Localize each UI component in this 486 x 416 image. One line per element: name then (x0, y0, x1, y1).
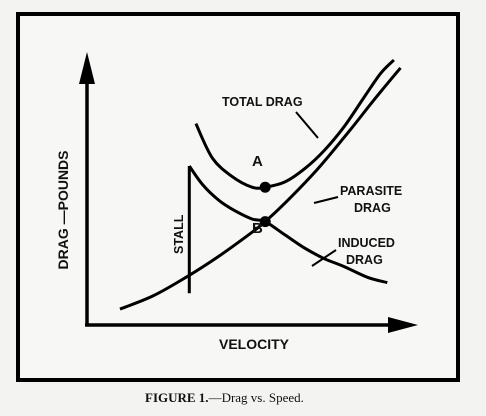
y-axis-arrow (79, 52, 95, 84)
y-axis-label: DRAG —POUNDS (55, 150, 71, 269)
total-drag-label: TOTAL DRAG (222, 95, 303, 109)
point-a-marker (259, 181, 271, 193)
stall-label: STALL (172, 214, 186, 254)
total-drag-leader (295, 111, 319, 139)
induced-drag-label-line1: INDUCED (338, 236, 395, 250)
x-axis-arrow (388, 317, 418, 333)
parasite-drag-leader (313, 196, 339, 204)
induced-drag-label-line2: DRAG (346, 253, 383, 267)
figure-caption: FIGURE 1.—Drag vs. Speed. (145, 390, 304, 405)
induced-drag-curve (188, 165, 388, 285)
point-b-marker (259, 216, 271, 228)
point-a-label: A (252, 153, 263, 170)
figure-caption-prefix: FIGURE 1. (145, 390, 209, 405)
x-axis-label: VELOCITY (219, 336, 290, 352)
total-drag-curve (194, 58, 395, 190)
induced-drag-leader (311, 249, 337, 267)
figure-caption-text: —Drag vs. Speed. (208, 390, 304, 405)
parasite-drag-label-line1: PARASITE (340, 184, 402, 198)
point-b-label: B (252, 220, 263, 237)
parasite-drag-label-line2: DRAG (354, 201, 391, 215)
